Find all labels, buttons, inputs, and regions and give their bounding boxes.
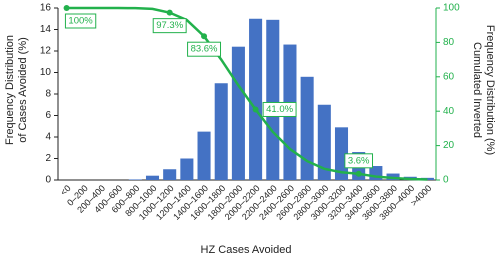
value-label: 97.3% bbox=[156, 20, 183, 31]
y2-axis-label: Cumulated Inverted bbox=[471, 42, 483, 138]
y-tick-label: 14 bbox=[40, 24, 52, 35]
bar bbox=[128, 179, 142, 180]
y-tick-label: 0 bbox=[45, 175, 51, 186]
bar bbox=[300, 76, 314, 180]
value-label-frame bbox=[187, 41, 222, 57]
y-tick-label: 12 bbox=[40, 46, 52, 57]
bar bbox=[163, 169, 177, 180]
y2-tick-label: 40 bbox=[443, 106, 455, 117]
bar bbox=[180, 158, 194, 180]
line-marker bbox=[63, 5, 70, 11]
line-marker bbox=[252, 106, 259, 113]
value-label-box: 3.6% bbox=[344, 153, 374, 169]
value-label-box: 83.6% bbox=[187, 41, 222, 57]
bar bbox=[266, 19, 280, 181]
line-marker bbox=[355, 170, 362, 177]
y-tick-label: 2 bbox=[45, 153, 51, 164]
y-tick-label: 4 bbox=[45, 132, 51, 143]
y2-tick-label: 80 bbox=[443, 37, 455, 48]
value-label: 3.6% bbox=[348, 155, 370, 166]
line-marker bbox=[201, 33, 208, 40]
bar bbox=[249, 18, 263, 180]
y2-axis-label: Frequency Distribution (%) bbox=[484, 25, 496, 155]
bar bbox=[214, 83, 228, 180]
value-label: 100% bbox=[68, 16, 93, 27]
line-marker bbox=[166, 9, 173, 16]
y2-tick-label: 0 bbox=[443, 175, 449, 186]
bar bbox=[145, 175, 160, 180]
y-tick-label: 16 bbox=[40, 3, 52, 14]
y2-tick-label: 20 bbox=[443, 140, 455, 151]
bar bbox=[317, 104, 331, 180]
value-label-box: 97.3% bbox=[152, 18, 187, 34]
y2-tick-label: 100 bbox=[443, 3, 460, 14]
value-label: 83.6% bbox=[191, 44, 218, 55]
value-label-box: 100% bbox=[64, 13, 97, 29]
y-axis-label: Frequency Distribution bbox=[4, 35, 16, 145]
y2-tick-label: 60 bbox=[443, 71, 455, 82]
y-tick-label: 6 bbox=[45, 110, 51, 121]
value-label-frame bbox=[262, 101, 297, 117]
value-label: 41.0% bbox=[266, 104, 293, 115]
value-label-frame bbox=[344, 153, 374, 169]
y-axis-label: of Cases Avoided (%) bbox=[17, 37, 29, 143]
value-label-box: 41.0% bbox=[262, 101, 297, 117]
line bbox=[66, 6, 428, 181]
bar bbox=[197, 131, 211, 180]
x-axis-label: HZ Cases Avoided bbox=[201, 244, 292, 256]
bar bbox=[231, 46, 245, 181]
y-tick-label: 10 bbox=[40, 67, 52, 78]
y-tick-label: 8 bbox=[45, 89, 51, 100]
value-label-frame bbox=[152, 18, 187, 34]
value-label-frame bbox=[64, 13, 97, 29]
